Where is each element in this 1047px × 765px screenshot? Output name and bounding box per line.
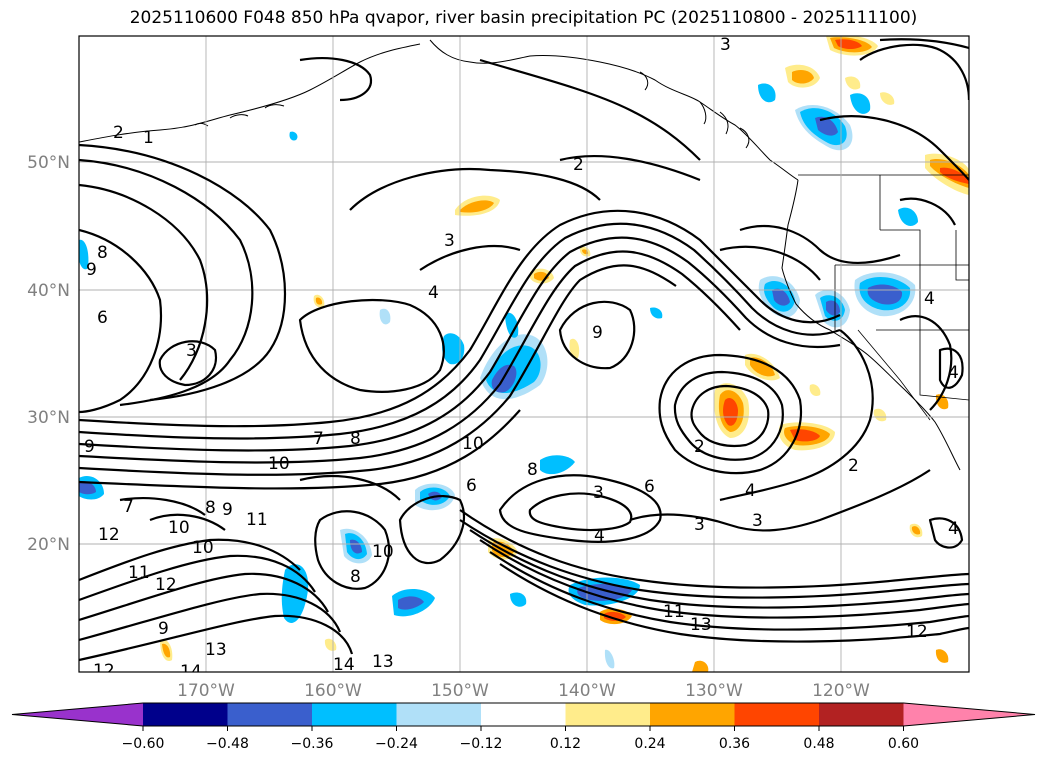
colorbar: −0.60 −0.48 −0.36 −0.24 −0.12 0.12 0.24 0.36 0.4… (11, 702, 1036, 752)
contour-label: 2 (694, 437, 705, 457)
map-frame (78, 35, 970, 673)
contour-label: 10 (192, 538, 214, 558)
contour-label: 8 (97, 243, 108, 263)
colorbar-segment (734, 703, 819, 726)
contour-label: 1 (143, 128, 154, 148)
contour-label: 9 (592, 323, 603, 343)
map-title: 2025110600 F048 850 hPa qvapor, river ba… (129, 8, 918, 28)
contour-label: 4 (428, 283, 439, 303)
contour-label: 13 (205, 640, 227, 660)
colorbar-extend-low (12, 703, 143, 726)
contour-label: 3 (444, 231, 455, 251)
contour-label: 11 (246, 510, 268, 530)
contour-label: 7 (123, 497, 134, 517)
lon-label: 120°W (812, 681, 870, 701)
contour-label: 3 (593, 483, 604, 503)
colorbar-segment (143, 703, 228, 726)
colorbar-extend-high (903, 703, 1035, 726)
colorbar-tick-label: 0.12 (550, 736, 581, 752)
contour-label: 6 (97, 308, 108, 328)
state-borders (798, 174, 969, 421)
colorbar-segment (227, 703, 312, 726)
contour-label: 14 (333, 655, 355, 675)
contour-label: 10 (168, 518, 190, 538)
lon-label: 160°W (304, 681, 362, 701)
contour-label: 11 (663, 602, 685, 622)
contour-label: 4 (948, 363, 959, 383)
colorbar-tick-label: 0.24 (634, 736, 665, 752)
longitude-labels: 170°W 160°W 150°W 140°W 130°W 120°W (177, 681, 870, 701)
contour-label: 3 (186, 341, 197, 361)
contour-label: 4 (948, 519, 959, 539)
lon-label: 170°W (177, 681, 235, 701)
colorbar-segment (819, 703, 904, 726)
contour-label: 8 (205, 498, 216, 518)
lat-label: 30°N (27, 408, 70, 428)
contour-label: 7 (313, 429, 324, 449)
contour-label: 13 (372, 652, 394, 672)
contour-label: 13 (690, 615, 712, 635)
colorbar-segment (565, 703, 650, 726)
contour-label: 2 (848, 456, 859, 476)
contour-label: 12 (98, 525, 120, 545)
colorbar-tick-label: −0.12 (460, 736, 503, 752)
contour-label: 9 (86, 260, 97, 280)
contour-label: 10 (462, 434, 484, 454)
colorbar-segment (481, 703, 566, 726)
lat-label: 50°N (27, 153, 70, 173)
contour-label: 8 (350, 567, 361, 587)
contour-label: 10 (372, 542, 394, 562)
colorbar-tick-label: 0.36 (719, 736, 750, 752)
precip-positive-areas (160, 36, 969, 672)
colorbar-tick-label: 0.60 (888, 736, 919, 752)
contour-label: 8 (527, 460, 538, 480)
colorbar-segment (396, 703, 481, 726)
contour-label: 8 (350, 429, 361, 449)
contour-label: 12 (93, 661, 115, 681)
contour-label: 2 (113, 123, 124, 143)
latitude-labels: 50°N 40°N 30°N 20°N (27, 153, 70, 555)
colorbar-segment (312, 703, 397, 726)
contour-label: 4 (594, 526, 605, 546)
colorbar-tick-label: −0.48 (206, 736, 249, 752)
contour-label: 11 (128, 563, 150, 583)
lat-label: 20°N (27, 535, 70, 555)
colorbar-tick-label: 0.48 (803, 736, 834, 752)
contour-label: 3 (694, 515, 705, 535)
lon-label: 140°W (558, 681, 616, 701)
contour-label: 6 (644, 477, 655, 497)
lon-label: 150°W (431, 681, 489, 701)
contour-labels: 2 1 3 4 6 3 8 9 7 8 10 10 10 7 8 9 9 11 … (84, 35, 959, 682)
contour-label: 12 (155, 575, 177, 595)
colorbar-tick-label: −0.24 (375, 736, 418, 752)
lon-label: 130°W (685, 681, 743, 701)
precip-negative-areas (79, 83, 918, 669)
contour-label: 12 (906, 622, 928, 642)
graticule (79, 36, 969, 672)
contour-label: 6 (466, 476, 477, 496)
contour-label: 3 (720, 35, 731, 55)
contour-label: 4 (924, 289, 935, 309)
contour-label: 9 (158, 619, 169, 639)
colorbar-tick-label: −0.60 (122, 736, 165, 752)
contour-label: 14 (180, 662, 202, 682)
contour-label: 10 (268, 454, 290, 474)
contour-label: 2 (573, 155, 584, 175)
colorbar-tick-label: −0.36 (291, 736, 334, 752)
contour-label: 4 (745, 481, 756, 501)
contour-label: 9 (222, 500, 233, 520)
lat-label: 40°N (27, 281, 70, 301)
qvapor-contours (79, 38, 969, 662)
colorbar-segment (650, 703, 735, 726)
contour-label: 9 (84, 437, 95, 457)
contour-label: 3 (752, 511, 763, 531)
